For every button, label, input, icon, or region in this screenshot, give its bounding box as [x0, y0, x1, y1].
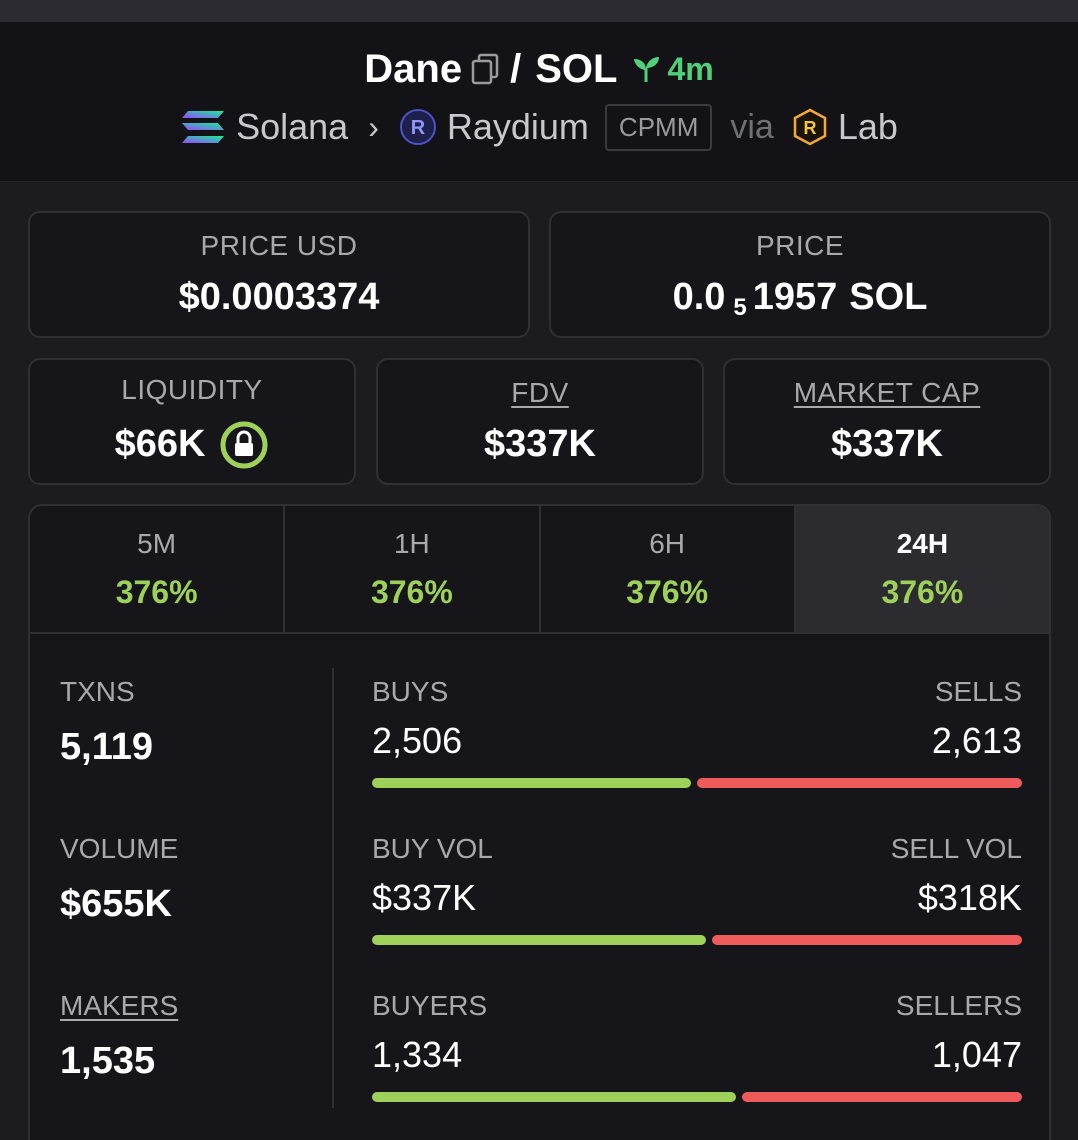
- makers-value: 1,535: [60, 1040, 156, 1082]
- liquidity-value-row: $66K: [115, 420, 270, 470]
- market-cap-card: MARKET CAP $337K: [723, 358, 1051, 485]
- buys-bar-fill: [372, 778, 691, 788]
- liquidity-label: LIQUIDITY: [121, 373, 263, 405]
- tab-24h[interactable]: 24H 376%: [795, 506, 1049, 632]
- volume-ratio: BUY VOL SELL VOL $337K $318K: [372, 833, 1022, 945]
- lock-icon[interactable]: [219, 420, 269, 470]
- sell-vol-label: SELL VOL: [890, 833, 1022, 864]
- fdv-value: $337K: [484, 423, 596, 465]
- tab-5m[interactable]: 5M 376%: [30, 506, 286, 632]
- via-label: via: [730, 107, 774, 146]
- price-native-card: PRICE 0.0 5 1957 SOL: [549, 211, 1051, 338]
- sprout-icon: [634, 57, 660, 82]
- tab-change: 376%: [881, 573, 964, 610]
- txns-value: 5,119: [60, 726, 153, 768]
- dex-link[interactable]: Raydium: [446, 106, 589, 147]
- quote-symbol: SOL: [535, 46, 618, 91]
- price-native-value: 0.0 5 1957 SOL: [672, 276, 928, 321]
- volume-value: $655K: [60, 883, 172, 925]
- buys-sells-bar: [372, 778, 1022, 788]
- pair-age: 4m: [631, 50, 714, 88]
- pair-header: Dane / SOL 4m: [0, 22, 1078, 182]
- price-usd-card: PRICE USD $0.0003374: [28, 211, 530, 338]
- buy-vol-value: $337K: [372, 877, 477, 918]
- buy-vol-label: BUY VOL: [372, 833, 493, 864]
- volume-label: VOLUME: [60, 833, 179, 864]
- price-digits: 1957: [752, 276, 838, 318]
- solana-icon: [180, 109, 226, 145]
- copy-icon[interactable]: [470, 53, 500, 85]
- chevron-right-icon: ›: [368, 108, 379, 145]
- market-cap-value: $337K: [831, 423, 943, 465]
- price-prefix: 0.0: [672, 276, 726, 318]
- sells-bar-fill: [696, 778, 1022, 788]
- sellers-label: SELLERS: [895, 990, 1022, 1021]
- sellers-value: 1,047: [931, 1034, 1022, 1075]
- age-label: 4m: [667, 50, 714, 87]
- makers-label[interactable]: MAKERS: [60, 990, 179, 1021]
- buys-value: 2,506: [372, 720, 463, 761]
- launchpad-link[interactable]: Lab: [837, 106, 898, 147]
- sells-value: 2,613: [931, 720, 1022, 761]
- sellers-bar-fill: [742, 1092, 1022, 1102]
- tab-label: 24H: [896, 527, 949, 559]
- breadcrumb: Solana › R Raydium CPMM via R Lab: [0, 102, 1078, 152]
- buys-sells-ratio: BUYS SELLS 2,506 2,613: [372, 676, 1022, 788]
- svg-text:R: R: [411, 117, 426, 139]
- pair-separator: /: [510, 46, 522, 91]
- market-cap-label[interactable]: MARKET CAP: [793, 377, 981, 408]
- txns-label: TXNS: [60, 676, 135, 707]
- tab-6h[interactable]: 6H 376%: [541, 506, 796, 632]
- price-unit: SOL: [849, 276, 928, 318]
- chain-link[interactable]: Solana: [236, 106, 349, 147]
- column-divider: [332, 668, 334, 1108]
- price-native-label: PRICE: [755, 230, 845, 261]
- tab-label: 1H: [393, 527, 430, 559]
- tab-change: 376%: [115, 573, 198, 610]
- fdv-label[interactable]: FDV: [511, 377, 569, 408]
- top-strip: [0, 0, 1078, 22]
- buys-label: BUYS: [372, 676, 449, 707]
- buyers-sellers-bar: [372, 1092, 1022, 1102]
- pool-type-badge: CPMM: [604, 103, 713, 151]
- liquidity-value: $66K: [114, 423, 206, 465]
- stats-panel: 5M 376% 1H 376% 6H 376% 24H 376% TXNS 5,…: [28, 504, 1051, 1140]
- sell-vol-value: $318K: [917, 877, 1022, 918]
- volume-metric: VOLUME $655K: [60, 833, 178, 926]
- sell-vol-bar-fill: [712, 935, 1022, 945]
- timeframe-tabs: 5M 376% 1H 376% 6H 376% 24H 376%: [30, 506, 1049, 634]
- volume-bar: [372, 935, 1022, 945]
- tab-change: 376%: [370, 573, 453, 610]
- tab-label: 5M: [137, 527, 177, 559]
- tab-change: 376%: [626, 573, 709, 610]
- makers-metric: MAKERS 1,535: [60, 990, 178, 1083]
- buyers-bar-fill: [372, 1092, 736, 1102]
- tab-label: 6H: [649, 527, 686, 559]
- launchpad-icon: R: [792, 108, 828, 146]
- tab-1h[interactable]: 1H 376%: [285, 506, 541, 632]
- token-symbol: Dane: [364, 46, 463, 91]
- price-usd-label: PRICE USD: [200, 230, 358, 261]
- buyers-label: BUYERS: [372, 990, 488, 1021]
- svg-text:R: R: [803, 118, 816, 138]
- buyers-value: 1,334: [372, 1034, 463, 1075]
- price-usd-value: $0.0003374: [178, 276, 380, 318]
- liquidity-card: LIQUIDITY $66K: [28, 358, 356, 485]
- pair-title: Dane / SOL 4m: [0, 44, 1078, 94]
- txns-metric: TXNS 5,119: [60, 676, 153, 769]
- raydium-icon: R: [399, 108, 437, 146]
- sells-label: SELLS: [934, 676, 1022, 707]
- price-zero-count: 5: [733, 293, 747, 321]
- buyers-sellers-ratio: BUYERS SELLERS 1,334 1,047: [372, 990, 1022, 1102]
- fdv-card: FDV $337K: [376, 358, 704, 485]
- buy-vol-bar-fill: [372, 935, 707, 945]
